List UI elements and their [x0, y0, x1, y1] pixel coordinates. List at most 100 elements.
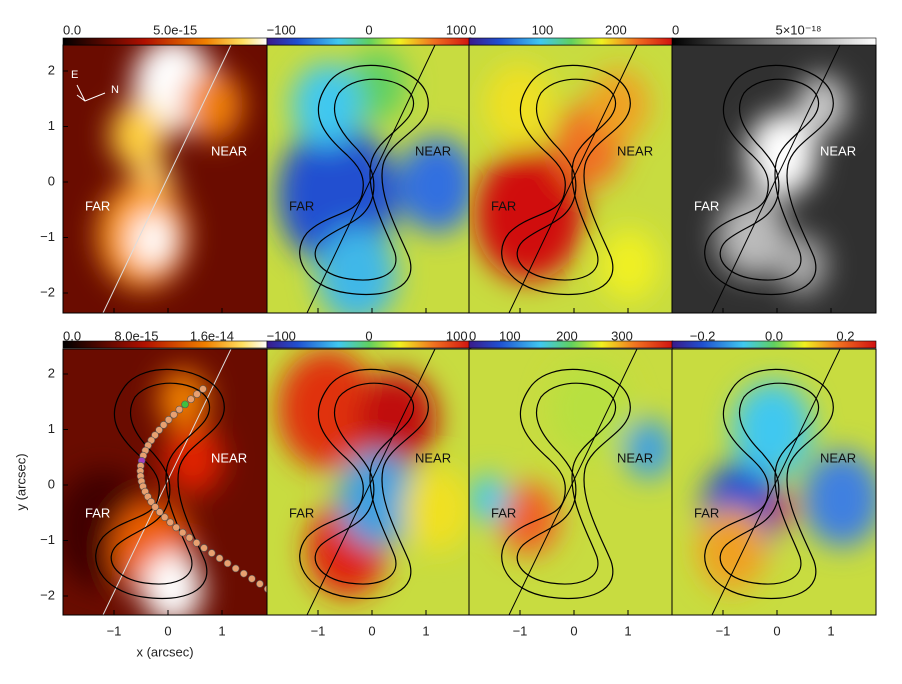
map-panel: NEAR FAR [266, 348, 472, 616]
y-tick-label: 1 [48, 421, 55, 436]
x-tick-label: 0 [773, 623, 780, 638]
slit-line [711, 349, 841, 615]
x-tick-label: 1 [624, 623, 631, 638]
map-image [672, 45, 876, 313]
slit-line [711, 45, 841, 313]
region-label: FAR [85, 505, 110, 520]
trace-point [170, 410, 178, 419]
map-image [469, 45, 673, 313]
slit-line [508, 349, 638, 615]
trace-point [199, 385, 207, 393]
x-tick-label: 1 [218, 623, 225, 638]
region-label: FAR [289, 198, 314, 213]
colorbar [62, 37, 268, 46]
colorbar-label: 0.0 [63, 328, 81, 343]
trace-point [175, 405, 184, 414]
map-blob [292, 63, 362, 147]
map-blob [397, 137, 471, 233]
slit-line [102, 349, 232, 615]
map-blob [747, 113, 817, 197]
map-blob [143, 553, 203, 615]
colorbar-label: 0 [469, 328, 476, 343]
map-blob [697, 507, 767, 591]
map-image [63, 45, 267, 313]
region-label: NEAR [415, 450, 451, 465]
colorbar-label: 100 [532, 22, 554, 37]
colorbar [62, 340, 268, 349]
y-tick-label: 0 [48, 476, 55, 491]
x-tick-label: 1 [422, 623, 429, 638]
x-axis-label: x (arcsec) [136, 644, 193, 659]
region-label: NEAR [211, 450, 247, 465]
region-label: NEAR [211, 143, 247, 158]
trace-point [223, 559, 232, 568]
colorbar-label: 1.6e-14 [190, 328, 234, 343]
trace-point [256, 580, 264, 588]
map-blob [589, 69, 649, 141]
x-tick-label: 0 [164, 623, 171, 638]
colorbar-label: 200 [556, 328, 578, 343]
trace-point [172, 523, 181, 532]
trace-point [147, 498, 156, 506]
trace-point [160, 513, 169, 522]
map-image [267, 349, 471, 615]
colorbar-label: −100 [267, 328, 296, 343]
trace-point [155, 426, 163, 434]
trace-point [239, 569, 248, 578]
trace-point [187, 395, 195, 404]
trace-point [248, 574, 256, 583]
slit-line [102, 45, 232, 313]
colorbar [671, 37, 877, 46]
map-image [267, 45, 471, 313]
map-blob [357, 371, 437, 467]
x-tick-label: 0 [570, 623, 577, 638]
map-blob [549, 361, 629, 457]
trace-point [207, 549, 216, 557]
region-label: NEAR [617, 450, 653, 465]
x-tick-label: 0 [368, 623, 375, 638]
map-blobs [98, 45, 243, 289]
region-label: NEAR [415, 143, 451, 158]
map-blob [624, 419, 673, 479]
map-panel: NEAR FAR [62, 348, 268, 616]
x-tick-label: 1 [827, 623, 834, 638]
x-tick-label: −1 [716, 623, 731, 638]
colorbar-label: 8.0e-15 [114, 328, 158, 343]
compass-label: E [71, 69, 78, 81]
map-blobs [277, 349, 471, 597]
y-axis-label: y (arcsec) [13, 453, 28, 510]
colorbar [266, 37, 472, 46]
trace-point [178, 528, 187, 537]
map-blob [777, 235, 827, 295]
region-label: NEAR [820, 450, 856, 465]
region-label: NEAR [820, 143, 856, 158]
colorbar-label: −100 [267, 22, 296, 37]
colorbar-label: 0.0 [765, 328, 783, 343]
compass-label: N [111, 84, 119, 96]
map-blob [347, 49, 407, 121]
trace-point [215, 554, 224, 563]
map-blob [770, 494, 794, 524]
colorbar-label: 0.0 [63, 22, 81, 37]
colorbar-label: 100 [446, 328, 468, 343]
map-blobs [277, 49, 471, 313]
trace-point [155, 508, 164, 516]
map-blob [131, 213, 175, 267]
map-blob [183, 69, 243, 141]
colorbar-label: 0.2 [836, 328, 854, 343]
colorbar-label: 0 [365, 22, 372, 37]
y-tick-label: 2 [48, 365, 55, 380]
slit-line [508, 45, 638, 313]
map-panel: NEAR FAR [671, 44, 877, 314]
map-blob [110, 101, 166, 169]
trace-point [164, 415, 173, 424]
y-tick-label: 1 [48, 118, 55, 133]
colorbar-label: 300 [611, 328, 633, 343]
map-image [469, 349, 673, 615]
region-label: FAR [289, 505, 314, 520]
x-tick-label: −1 [311, 623, 326, 638]
x-tick-label: −1 [513, 623, 528, 638]
map-panel: NEAR FAR [266, 44, 472, 314]
x-tick-label: −1 [107, 623, 122, 638]
